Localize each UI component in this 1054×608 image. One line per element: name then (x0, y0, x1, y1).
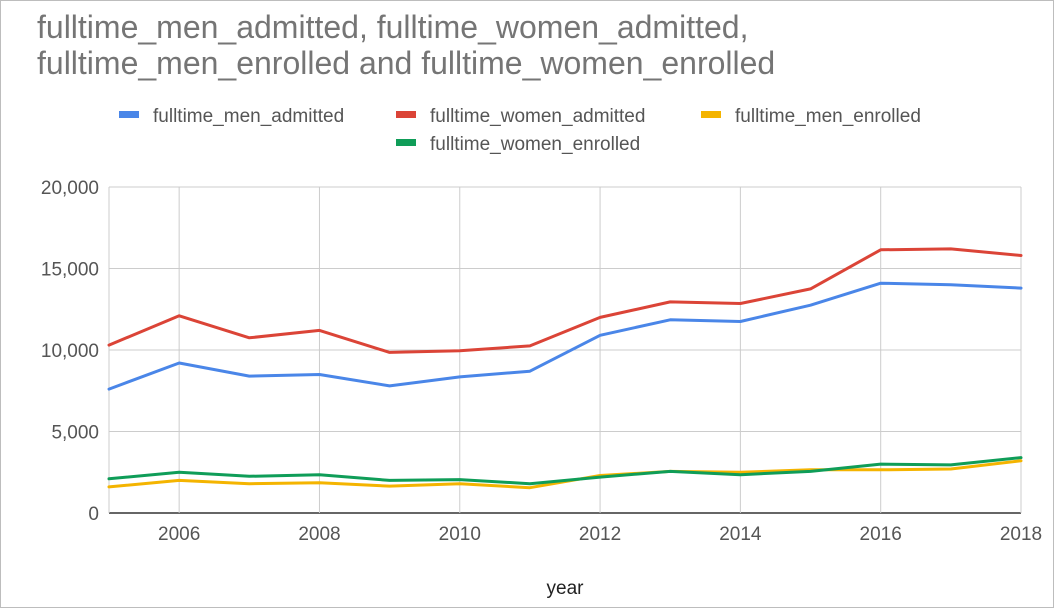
grid (108, 186, 1022, 514)
legend: fulltime_men_admitted fulltime_women_adm… (119, 106, 921, 155)
legend-item-fulltime-men-enrolled[interactable]: fulltime_men_enrolled (701, 106, 921, 127)
chart-title-line-1: fulltime_men_admitted, fulltime_women_ad… (37, 9, 749, 45)
y-tick-label-20000: 20,000 (41, 178, 99, 199)
legend-swatch-fulltime-women-enrolled (396, 139, 416, 146)
legend-item-fulltime-men-admitted[interactable]: fulltime_men_admitted (119, 106, 344, 127)
legend-label-fulltime-men-admitted: fulltime_men_admitted (153, 106, 344, 127)
x-tick-label-2018: 2018 (1000, 524, 1042, 545)
legend-label-fulltime-men-enrolled: fulltime_men_enrolled (735, 106, 921, 127)
chart-title: fulltime_men_admitted, fulltime_women_ad… (37, 9, 775, 81)
x-tick-label-2008: 2008 (298, 524, 340, 545)
chart-title-line-2: fulltime_men_enrolled and fulltime_women… (37, 45, 776, 81)
x-tick-label-2010: 2010 (439, 524, 481, 545)
y-tick-label-0: 0 (88, 504, 99, 525)
legend-label-fulltime-women-enrolled: fulltime_women_enrolled (430, 134, 640, 155)
x-axis-title: year (547, 578, 585, 599)
x-tick-label-2012: 2012 (579, 524, 621, 545)
series-line-fulltime-men-admitted[interactable] (107, 281, 1023, 391)
legend-item-fulltime-women-enrolled[interactable]: fulltime_women_enrolled (396, 134, 640, 155)
x-tick-label-2016: 2016 (860, 524, 902, 545)
x-tick-label-2014: 2014 (719, 524, 762, 545)
legend-item-fulltime-women-admitted[interactable]: fulltime_women_admitted (396, 106, 645, 127)
legend-swatch-fulltime-women-admitted (396, 111, 416, 118)
series-lines (107, 247, 1023, 490)
legend-swatch-fulltime-men-enrolled (701, 111, 721, 118)
legend-label-fulltime-women-admitted: fulltime_women_admitted (430, 106, 645, 127)
series-line-fulltime-women-enrolled[interactable] (107, 456, 1023, 486)
x-axis-ticks: 2006 2008 2010 2012 2014 2016 2018 (158, 524, 1042, 545)
y-tick-label-10000: 10,000 (41, 341, 99, 362)
y-tick-label-5000: 5,000 (51, 423, 99, 444)
legend-swatch-fulltime-men-admitted (119, 111, 139, 118)
series-line-fulltime-women-admitted[interactable] (107, 247, 1023, 354)
y-tick-label-15000: 15,000 (41, 260, 99, 281)
y-axis-ticks: 0 5,000 10,000 15,000 20,000 (41, 178, 99, 525)
x-tick-label-2006: 2006 (158, 524, 200, 545)
